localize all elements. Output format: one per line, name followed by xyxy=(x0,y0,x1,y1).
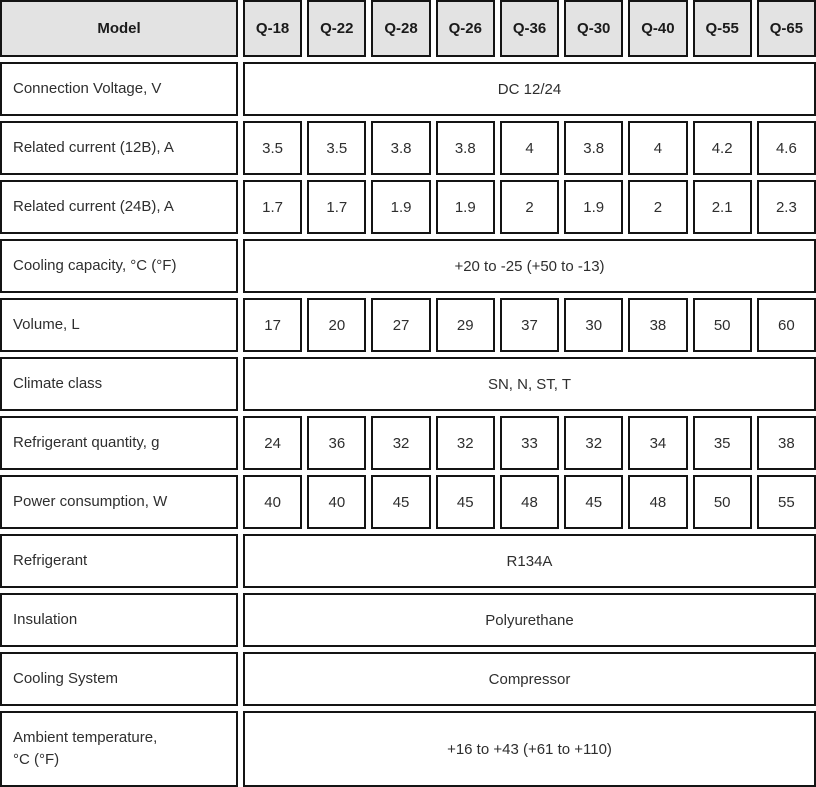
value-cell: 3.5 xyxy=(307,121,367,175)
row-label: Insulation xyxy=(0,593,238,647)
value-cell: 50 xyxy=(692,298,752,352)
row-label: Ambient temperature, °C (°F) xyxy=(0,711,238,787)
value-cell: 34 xyxy=(628,416,688,470)
value-cell: 45 xyxy=(435,475,495,529)
value-cell: 37 xyxy=(499,298,560,352)
value-cell: 30 xyxy=(564,298,624,352)
value-cell: 32 xyxy=(564,416,624,470)
column-header-q-36: Q-36 xyxy=(499,0,560,57)
value-cell: 38 xyxy=(628,298,688,352)
value-cell: 4.6 xyxy=(756,121,816,175)
value-cell: 1.7 xyxy=(307,180,367,234)
column-header-q-28: Q-28 xyxy=(371,0,431,57)
model-header-cell: Model xyxy=(0,0,238,57)
span-value-cell: DC 12/24 xyxy=(243,62,816,116)
column-header-q-22: Q-22 xyxy=(307,0,367,57)
value-cell: 17 xyxy=(243,298,303,352)
column-header-q-18: Q-18 xyxy=(243,0,303,57)
value-cell: 24 xyxy=(243,416,303,470)
span-value-cell: Polyurethane xyxy=(243,593,816,647)
value-cell: 4 xyxy=(628,121,688,175)
value-cell: 60 xyxy=(756,298,816,352)
span-value-cell: Compressor xyxy=(243,652,816,706)
value-cell: 4.2 xyxy=(692,121,752,175)
value-cell: 32 xyxy=(371,416,431,470)
row-label: Climate class xyxy=(0,357,238,411)
column-header-q-40: Q-40 xyxy=(628,0,688,57)
value-cell: 3.5 xyxy=(243,121,303,175)
span-value-cell: SN, N, ST, T xyxy=(243,357,816,411)
row-label: Related current (24B), A xyxy=(0,180,238,234)
row-label: Refrigerant quantity, g xyxy=(0,416,238,470)
row-label: Cooling System xyxy=(0,652,238,706)
value-cell: 3.8 xyxy=(564,121,624,175)
value-cell: 4 xyxy=(499,121,560,175)
span-value-cell: +20 to -25 (+50 to -13) xyxy=(243,239,816,293)
row-label: Power consumption, W xyxy=(0,475,238,529)
value-cell: 27 xyxy=(371,298,431,352)
value-cell: 35 xyxy=(692,416,752,470)
value-cell: 1.7 xyxy=(243,180,303,234)
value-cell: 50 xyxy=(692,475,752,529)
value-cell: 1.9 xyxy=(564,180,624,234)
value-cell: 2.1 xyxy=(692,180,752,234)
value-cell: 1.9 xyxy=(435,180,495,234)
value-cell: 48 xyxy=(499,475,560,529)
row-label: Volume, L xyxy=(0,298,238,352)
value-cell: 2 xyxy=(628,180,688,234)
value-cell: 3.8 xyxy=(371,121,431,175)
span-value-cell: +16 to +43 (+61 to +110) xyxy=(243,711,816,787)
row-label: Connection Voltage, V xyxy=(0,62,238,116)
column-header-q-26: Q-26 xyxy=(435,0,495,57)
value-cell: 55 xyxy=(756,475,816,529)
row-label: Refrigerant xyxy=(0,534,238,588)
value-cell: 29 xyxy=(435,298,495,352)
span-value-cell: R134A xyxy=(243,534,816,588)
column-header-q-30: Q-30 xyxy=(564,0,624,57)
value-cell: 38 xyxy=(756,416,816,470)
column-header-q-65: Q-65 xyxy=(756,0,816,57)
value-cell: 2.3 xyxy=(756,180,816,234)
row-label: Related current (12B), A xyxy=(0,121,238,175)
value-cell: 3.8 xyxy=(435,121,495,175)
value-cell: 40 xyxy=(243,475,303,529)
value-cell: 1.9 xyxy=(371,180,431,234)
value-cell: 20 xyxy=(307,298,367,352)
value-cell: 36 xyxy=(307,416,367,470)
value-cell: 32 xyxy=(435,416,495,470)
value-cell: 33 xyxy=(499,416,560,470)
value-cell: 45 xyxy=(371,475,431,529)
value-cell: 40 xyxy=(307,475,367,529)
value-cell: 45 xyxy=(564,475,624,529)
value-cell: 2 xyxy=(499,180,560,234)
row-label: Cooling capacity, °C (°F) xyxy=(0,239,238,293)
column-header-q-55: Q-55 xyxy=(692,0,752,57)
value-cell: 48 xyxy=(628,475,688,529)
